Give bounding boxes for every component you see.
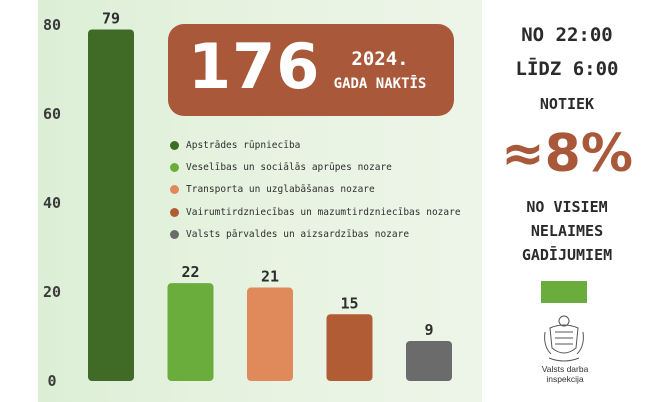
legend-label: Vairumtirdzniecības un mazumtirdzniecība… [186, 206, 461, 218]
bar-value-label: 15 [340, 294, 358, 312]
legend-item: Transporta un uzglabāšanas nozare [170, 182, 375, 196]
legend-label: Veselības un sociālās aprūpes nozare [186, 161, 392, 173]
time-from-text: NO 22:00 [521, 24, 613, 46]
bar [88, 29, 134, 381]
y-tick-label: 0 [47, 372, 56, 390]
bar-value-label: 21 [261, 268, 279, 286]
legend-dot-icon [170, 229, 179, 239]
legend-item: Vairumtirdzniecības un mazumtirdzniecība… [170, 205, 461, 219]
accent-rectangle [541, 281, 587, 303]
legend-item: Valsts pārvaldes un aizsardzības nozare [170, 227, 409, 241]
occurs-text: NOTIEK [539, 95, 595, 113]
legend-dot-icon [170, 162, 179, 172]
bar [326, 314, 373, 381]
bar-chart: 0 20 40 60 80 79 22 21 15 9 [43, 9, 452, 390]
of-all-text: NO VISIEM [526, 198, 608, 216]
coat-of-arms-logo-icon [544, 315, 584, 362]
legend-item: Apstrādes rūpniecība [170, 138, 300, 152]
y-tick-label: 20 [43, 283, 61, 301]
logo-caption: Valsts darba inspekcija [541, 364, 589, 384]
time-to-text: LĪDZ 6:00 [515, 58, 619, 80]
bar [167, 283, 214, 381]
bar [406, 340, 452, 381]
y-tick-label: 60 [43, 105, 61, 123]
bar-value-label: 9 [424, 321, 433, 339]
legend-label: Valsts pārvaldes un aizsardzības nozare [186, 228, 410, 240]
headline-year: 2024. [351, 48, 409, 70]
legend-label: Transporta un uzglabāšanas nozare [186, 183, 375, 195]
headline-subtitle: GADA NAKTĪS [333, 76, 427, 92]
bar-value-label: 22 [181, 263, 199, 281]
headline-number: 176 [188, 30, 321, 103]
percent-value: ≈8% [501, 124, 633, 184]
legend-dot-icon [170, 184, 179, 194]
accidents-text-1: NELAIMES [530, 222, 604, 240]
legend-dot-icon [170, 140, 179, 150]
bar-value-label: 79 [102, 9, 120, 27]
y-tick-label: 80 [43, 16, 61, 34]
legend-label: Apstrādes rūpniecība [186, 139, 301, 151]
right-panel: NO 22:00 LĪDZ 6:00 NOTIEK ≈8% NO VISIEM … [485, 0, 659, 402]
accidents-text-2: GADĪJUMIEM [521, 246, 613, 264]
headline-box: 176 2024. GADA NAKTĪS [168, 24, 454, 116]
bar [247, 287, 293, 381]
legend-dot-icon [170, 207, 179, 217]
y-tick-label: 40 [43, 194, 61, 212]
legend-item: Veselības un sociālās aprūpes nozare [170, 160, 392, 174]
